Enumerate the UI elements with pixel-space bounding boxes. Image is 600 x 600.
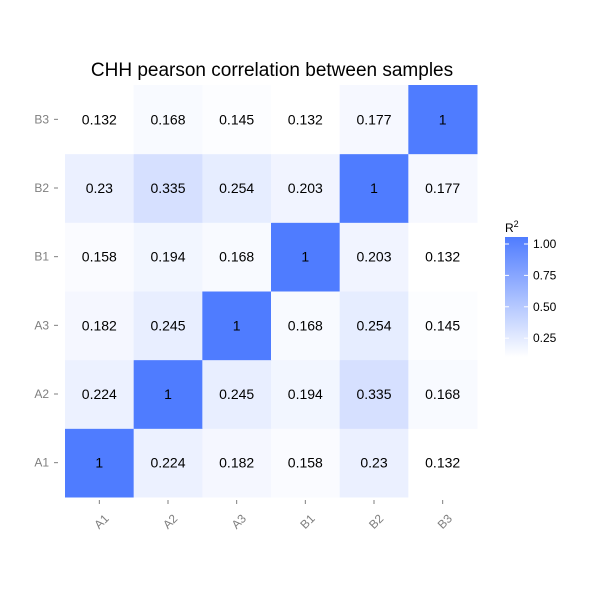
heatmap-cell-B1-B1: [271, 222, 341, 292]
heatmap-cell-B3-A2: [408, 359, 478, 429]
cell-value-label: 0.177: [356, 111, 391, 127]
heatmap-cell-A2-B2: [133, 153, 203, 223]
heatmap-cell-A3-B2: [202, 153, 272, 223]
cell-value-label: 0.158: [288, 455, 323, 471]
heatmap-cell-B3-A3: [408, 291, 478, 361]
y-tick-label: B3: [34, 112, 49, 126]
x-tick-label: B1: [297, 511, 318, 532]
heatmap-cell-A2-B1: [133, 222, 203, 292]
cell-value-label: 0.168: [150, 111, 185, 127]
y-tick-label: A1: [34, 456, 49, 470]
legend-tick-label: 0.75: [533, 268, 557, 282]
legend-tick-label: 0.50: [533, 300, 557, 314]
cell-value-label: 0.254: [356, 317, 391, 333]
heatmap-cell-B3-B1: [408, 222, 478, 292]
heatmap-cell-A2-A3: [133, 291, 203, 361]
x-tick-label: B2: [366, 511, 387, 532]
heatmap-cell-A2-A1: [133, 428, 203, 498]
cell-value-label: 0.168: [425, 386, 460, 402]
heatmap-cell-A2-A2: [133, 359, 203, 429]
cell-value-label: 0.245: [219, 386, 254, 402]
heatmap-cell-A3-B3: [202, 85, 272, 155]
cell-value-label: 0.194: [288, 386, 323, 402]
heatmap-cell-A1-B3: [65, 85, 135, 155]
heatmap-cell-B1-B3: [271, 85, 341, 155]
cell-value-label: 0.335: [150, 180, 185, 196]
cell-value-label: 0.145: [219, 111, 254, 127]
cell-value-label: 0.182: [82, 317, 117, 333]
y-axis: A1 A2 A3 B1 B2 B3: [34, 112, 58, 470]
heatmap-cell-B1-B2: [271, 153, 341, 223]
heatmap-cell-B2-B2: [339, 153, 409, 223]
cell-value-label: 0.245: [150, 317, 185, 333]
legend-tick-label: 0.25: [533, 331, 557, 345]
x-axis: A1 A2 A3 B1 B2 B3: [91, 500, 455, 532]
y-tick-label: B1: [34, 250, 49, 264]
cell-value-label: 0.254: [219, 180, 254, 196]
legend-colorbar: [505, 237, 528, 357]
heatmap-cell-B2-A2: [339, 359, 409, 429]
cell-value-label: 0.145: [425, 317, 460, 333]
x-tick-label: B3: [435, 511, 456, 532]
cell-value-label: 1: [164, 386, 172, 402]
heatmap-cell-A1-A1: [65, 428, 135, 498]
cell-value-label: 0.224: [150, 455, 185, 471]
cell-value-label: 0.132: [82, 111, 117, 127]
cell-value-label: 1: [233, 317, 241, 333]
heatmap-cell-A3-B1: [202, 222, 272, 292]
cell-value-label: 0.194: [150, 249, 185, 265]
cell-value-label: 0.158: [82, 249, 117, 265]
heatmap-cell-B2-A3: [339, 291, 409, 361]
x-tick-label: A3: [229, 511, 250, 532]
heatmap-cell-A1-A2: [65, 359, 135, 429]
x-tick-label: A1: [91, 511, 112, 532]
heatmap-cell-B2-B1: [339, 222, 409, 292]
heatmap-cell-A1-B2: [65, 153, 135, 223]
cell-value-label: 1: [370, 180, 378, 196]
cell-value-label: 0.182: [219, 455, 254, 471]
heatmap-cell-A3-A3: [202, 291, 272, 361]
cell-value-label: 0.203: [288, 180, 323, 196]
heatmap-cell-A3-A1: [202, 428, 272, 498]
heatmap-cell-B3-A1: [408, 428, 478, 498]
heatmap-cell-labels: 1 0.224 0.182 0.158 0.23 0.132 0.224 1 0.245 0.19…: [82, 111, 461, 470]
heatmap-cells: [65, 85, 478, 498]
cell-value-label: 0.177: [425, 180, 460, 196]
cell-value-label: 0.335: [356, 386, 391, 402]
heatmap-cell-B2-A1: [339, 428, 409, 498]
heatmap-cell-B1-A1: [271, 428, 341, 498]
heatmap-cell-B2-B3: [339, 85, 409, 155]
y-tick-label: B2: [34, 181, 49, 195]
cell-value-label: 0.168: [288, 317, 323, 333]
heatmap-cell-A3-A2: [202, 359, 272, 429]
cell-value-label: 0.132: [425, 455, 460, 471]
legend-tick-label: 1.00: [533, 237, 557, 251]
cell-value-label: 1: [95, 455, 103, 471]
cell-value-label: 0.168: [219, 249, 254, 265]
cell-value-label: 1: [301, 249, 309, 265]
heatmap-cell-A1-A3: [65, 291, 135, 361]
heatmap-cell-A2-B3: [133, 85, 203, 155]
y-tick-label: A3: [34, 318, 49, 332]
cell-value-label: 0.23: [86, 180, 113, 196]
cell-value-label: 0.203: [356, 249, 391, 265]
heatmap-cell-B1-A3: [271, 291, 341, 361]
chart-title: CHH pearson correlation between samples: [91, 60, 453, 81]
cell-value-label: 0.224: [82, 386, 117, 402]
x-tick-label: A2: [160, 511, 181, 532]
cell-value-label: 0.132: [425, 249, 460, 265]
heatmap-cell-B3-B3: [408, 85, 478, 155]
legend: R2 1.00 0.75 0.50 0.25: [505, 219, 557, 357]
cell-value-label: 1: [439, 111, 447, 127]
legend-title: R2: [505, 219, 519, 235]
heatmap-cell-A1-B1: [65, 222, 135, 292]
cell-value-label: 0.23: [360, 455, 387, 471]
heatmap-cell-B1-A2: [271, 359, 341, 429]
y-tick-label: A2: [34, 387, 49, 401]
heatmap-cell-B3-B2: [408, 153, 478, 223]
cell-value-label: 0.132: [288, 111, 323, 127]
